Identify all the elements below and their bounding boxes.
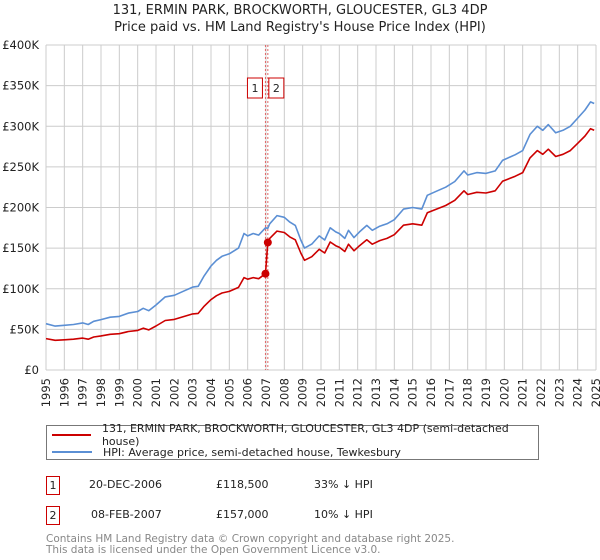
x-tick-label: 2004 <box>204 378 218 407</box>
sale-price: £118,500 <box>216 478 269 491</box>
legend-swatch-hpi <box>52 451 92 453</box>
footer: Contains HM Land Registry data © Crown c… <box>46 534 454 556</box>
x-tick-label: 2002 <box>167 378 181 407</box>
x-tick-label: 1997 <box>76 378 90 407</box>
x-tick-label: 2000 <box>131 378 145 407</box>
x-tick-label: 1996 <box>57 378 71 407</box>
x-tick-label: 2006 <box>241 378 255 407</box>
sale-date: 20-DEC-2006 <box>89 478 163 491</box>
x-tick-label: 2005 <box>222 378 236 407</box>
legend-item-hpi: HPI: Average price, semi-detached house,… <box>52 444 401 460</box>
x-tick-label: 1999 <box>112 378 126 407</box>
sale-number-badge: 1 <box>46 476 60 495</box>
footer-licence: This data is licensed under the Open Gov… <box>46 544 381 556</box>
x-tick-label: 2014 <box>387 378 401 407</box>
x-tick-label: 2008 <box>277 378 291 407</box>
footer-copyright: Contains HM Land Registry data © Crown c… <box>46 533 455 545</box>
y-tick-label: £250K <box>2 160 39 174</box>
x-tick-label: 2021 <box>516 378 530 407</box>
chart-title: 131, ERMIN PARK, BROCKWORTH, GLOUCESTER,… <box>112 3 488 18</box>
x-tick-label: 2020 <box>497 378 511 407</box>
x-tick-label: 2011 <box>332 378 346 407</box>
plot-area: 1995 1996 1997 1998 1999 2000 2001 2002 2003 2004… <box>2 38 600 407</box>
x-tick-label: 2009 <box>296 378 310 407</box>
legend: 131, ERMIN PARK, BROCKWORTH, GLOUCESTER,… <box>46 422 539 460</box>
sale-label-2: 2 <box>273 82 280 95</box>
x-tick-label: 2001 <box>149 378 163 407</box>
legend-swatch-price <box>52 434 91 436</box>
y-tick-label: £350K <box>2 79 39 93</box>
legend-label-hpi: HPI: Average price, semi-detached house,… <box>103 445 401 459</box>
x-tick-label: 2012 <box>351 378 365 407</box>
sale-point-2 <box>263 238 272 247</box>
hpi-line <box>45 101 595 327</box>
y-tick-label: £0 <box>24 363 39 377</box>
x-tick-label: 2016 <box>424 378 438 407</box>
x-tick-label: 1998 <box>94 378 108 407</box>
y-tick-label: £100K <box>2 282 39 296</box>
sale-label-box-1 <box>246 77 263 99</box>
chart-subtitle: Price paid vs. HM Land Registry's House … <box>114 20 486 35</box>
sale-number-badge: 2 <box>46 506 60 525</box>
y-tick-label: £400K <box>2 38 39 52</box>
sale-label-box-2 <box>268 77 285 99</box>
x-tick-label: 2015 <box>406 378 420 407</box>
x-tick-label: 2018 <box>461 378 475 407</box>
y-tick-label: £200K <box>2 201 39 215</box>
x-tick-label: 2025 <box>589 378 600 407</box>
x-tick-label: 2007 <box>259 378 273 407</box>
sale-hpi-diff: 33% ↓ HPI <box>314 478 373 491</box>
x-tick-label: 2019 <box>479 378 493 407</box>
x-tick-label: 2022 <box>534 378 548 407</box>
x-tick-label: 2017 <box>442 378 456 407</box>
y-tick-label: £50K <box>10 322 40 336</box>
sale-price: £157,000 <box>216 508 269 521</box>
legend-item-price: 131, ERMIN PARK, BROCKWORTH, GLOUCESTER,… <box>52 422 538 448</box>
legend-label-price: 131, ERMIN PARK, BROCKWORTH, GLOUCESTER,… <box>101 422 509 448</box>
y-tick-label: £300K <box>2 119 39 133</box>
x-tick-label: 2003 <box>186 378 200 407</box>
price-paid-line <box>45 127 595 342</box>
x-tick-label: 2010 <box>314 378 328 407</box>
x-tick-label: 2024 <box>571 378 585 407</box>
sale-hpi-diff: 10% ↓ HPI <box>314 508 373 521</box>
x-tick-label: 2013 <box>369 378 383 407</box>
sale-label-1: 1 <box>251 82 258 95</box>
sale-date: 08-FEB-2007 <box>91 508 162 521</box>
sale-point-1 <box>261 269 270 278</box>
x-tick-label: 1995 <box>39 378 53 407</box>
x-tick-label: 2023 <box>552 378 566 407</box>
y-tick-label: £150K <box>2 241 39 255</box>
